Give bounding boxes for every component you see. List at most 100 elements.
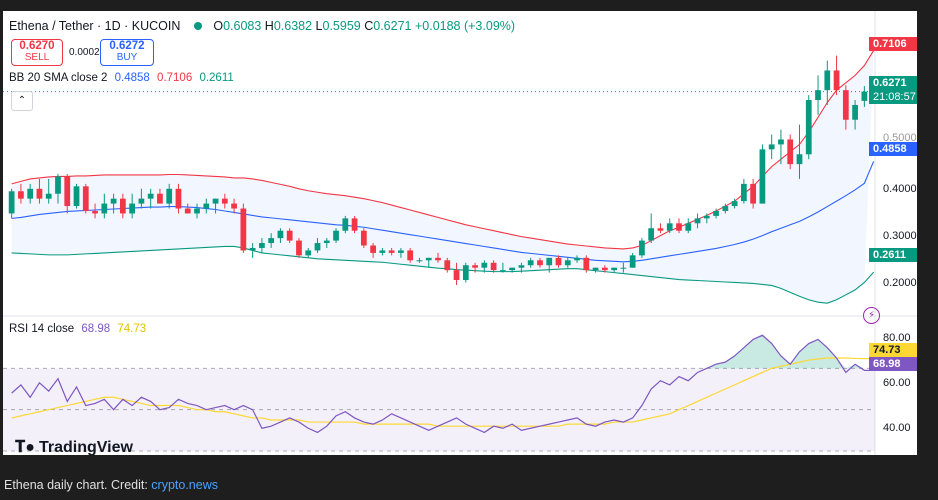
candle-body [564,260,571,266]
bb-upper-tag: 0.7106 [869,37,917,51]
collapse-legend-button[interactable]: ⌃ [11,91,33,111]
candle-body [425,257,432,261]
candle-body [778,139,784,145]
candle-body [648,228,655,241]
candle-body [639,240,645,256]
candle-body [221,198,228,204]
candle-body [768,144,775,150]
candle-body [18,191,24,199]
change-value: +0.0188 (+3.09%) [414,19,516,33]
candle-body [759,149,766,204]
candle-body [268,238,275,244]
candle-body [119,198,126,214]
candle-body [666,223,673,231]
candle-body [259,243,265,248]
candle-body [685,223,692,231]
candle-body [379,250,386,253]
candle-body [82,186,89,211]
candle-body [240,208,247,251]
bb-basis-tag: 0.4858 [869,142,917,156]
tradingview-logo: 𝐓● TradingView [15,439,133,455]
candle-body [583,257,590,271]
candle-body [657,228,664,231]
candle-body [36,188,43,199]
candle-body [45,193,52,199]
candle-body [249,247,256,251]
candle-body [500,270,506,272]
candle-body [398,250,404,253]
rsi-overbought-fill [11,335,874,369]
caption: Ethena daily chart. Credit: crypto.news [4,478,218,492]
bb-upper-value: 0.7106 [157,72,193,84]
candle-body [574,257,580,261]
bb-basis-value: 0.4858 [114,72,150,84]
bb-upper-line [11,50,875,250]
candle-body [231,203,237,209]
candle-body [703,215,710,219]
rsi-ma-value: 74.73 [117,323,147,335]
candle-body [537,260,543,266]
candle-body [713,210,719,216]
candle-body [629,255,636,268]
candle-body [453,270,460,281]
candle-body [824,70,831,91]
candle-body [787,139,794,165]
candle-body [277,230,284,239]
candle-body [351,218,358,231]
candle-body [55,176,61,194]
candle-body [796,154,803,165]
candle-body [360,230,367,246]
rsi-line [11,334,874,434]
chart-canvas[interactable] [3,11,917,455]
bb-lower-tag: 0.2611 [869,248,917,262]
candle-body [852,104,858,120]
candle-body [444,260,451,271]
candle-body [592,267,599,271]
candle-body [157,193,163,204]
candle-body [101,203,108,214]
candle-body [203,203,210,209]
candle-body [694,218,701,224]
bb-lower-line [11,245,875,304]
candle-body [388,250,395,253]
candle-body [815,90,821,101]
bb-band-fill [11,50,874,304]
bb-basis-line [11,161,875,263]
candle-body [481,262,488,268]
close-price-tag: 0.6271 [869,76,917,90]
candle-body [323,240,330,244]
candle-body [527,260,534,266]
candle-body [601,267,608,271]
rsi-legend[interactable]: RSI 14 close 68.98 74.73 [9,323,147,335]
price-tick-3: 0.2000 [883,277,917,289]
sell-button[interactable]: 0.6270 SELL [11,39,63,66]
candle-body [333,230,339,241]
candle-body [296,240,302,256]
rsi-value: 68.98 [81,323,111,335]
candle-body [147,193,154,199]
candle-body [750,183,757,204]
candle-body [166,188,173,204]
spread-value: 0.0002 [69,47,100,58]
price-tick-0: 0.5000 [883,132,917,144]
candle-body [212,198,219,204]
candle-body [805,100,812,155]
caption-link[interactable]: crypto.news [151,478,218,492]
chart-panel: Ethena / Tether · 1D · KUCOIN O0.6083 H0… [3,11,917,455]
candle-body [833,70,840,91]
candle-body [27,188,34,199]
candle-body [518,265,525,268]
candle-body [175,188,182,209]
candle-body [620,267,627,269]
candle-body [314,243,321,251]
symbol-title[interactable]: Ethena / Tether · 1D · KUCOIN [9,19,181,33]
rsi-tag: 68.98 [869,357,917,371]
rsi-tick-1: 60.00 [883,377,911,389]
bb-legend[interactable]: BB 20 SMA close 2 0.4858 0.7106 0.2611 [9,72,234,84]
candle-body [342,218,349,231]
candle-body [611,267,617,271]
candle-body [92,210,98,214]
header-line: Ethena / Tether · 1D · KUCOIN O0.6083 H0… [9,19,515,33]
lightning-icon[interactable]: ⚡ [863,307,880,324]
buy-button[interactable]: 0.6272 BUY [100,39,154,66]
